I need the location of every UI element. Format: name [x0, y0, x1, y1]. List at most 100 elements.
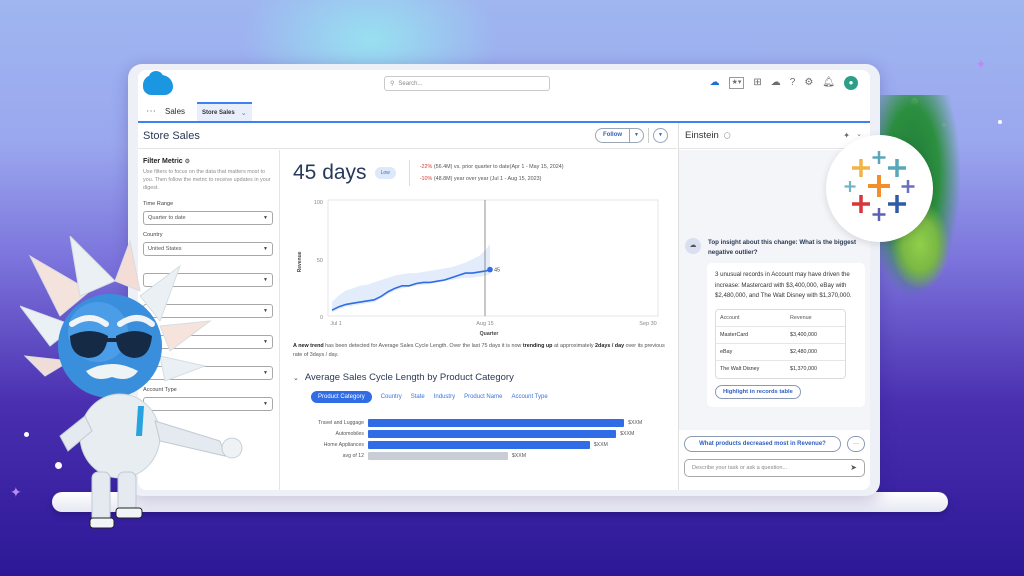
send-icon[interactable]: ➤: [850, 463, 857, 472]
bar-row[interactable]: avg of 12 $XXM: [342, 451, 527, 460]
einstein-footer: What products decreased most in Revenue?…: [679, 430, 870, 490]
insight-question: Top insight about this change: What is t…: [708, 239, 857, 256]
chevron-down-icon[interactable]: ⌄: [240, 109, 247, 117]
caret-down-icon: ▼: [263, 308, 268, 314]
info-icon[interactable]: ⚙: [184, 159, 191, 165]
delta-text: (56.4M) vs. prior quarter to date(Apr 1 …: [433, 164, 564, 170]
follow-button[interactable]: Follow: [596, 129, 631, 142]
filter-select[interactable]: ▼: [143, 273, 273, 287]
delta-percent: -10%: [419, 176, 433, 182]
sparkle-icon: ✦: [975, 56, 987, 72]
bar: [368, 440, 590, 449]
status-badge: Low: [374, 167, 396, 179]
salesforce-logo[interactable]: [143, 71, 173, 95]
tab-product-name[interactable]: Product Name: [464, 394, 503, 400]
trend-chart: 100 50 0 Revenue 45 Jul 1 Aug 15 Sep 30 …: [293, 196, 665, 337]
bar-row[interactable]: Automobiles $XXM: [335, 429, 635, 438]
country-select[interactable]: United States ▼: [143, 242, 273, 256]
table-row: eBay $2,480,000: [716, 344, 845, 361]
breakdown-header[interactable]: ⌄ Average Sales Cycle Length by Product …: [293, 372, 665, 383]
x-tick: Sep 30: [639, 321, 656, 327]
einstein-mascot: [18, 234, 250, 536]
einstein-header: Einstein ◯ ✦ ⌄: [679, 123, 870, 149]
global-header: ⚲ Search... ☁ ★▾ ⊞ ☁ ? ⚙ 🔔︎ ●: [138, 70, 870, 102]
app-launcher-icon[interactable]: ⋯: [146, 106, 156, 117]
divider: [648, 128, 649, 143]
bar: [368, 451, 508, 460]
user-avatar[interactable]: ●: [844, 76, 858, 90]
settings-icon[interactable]: ⚙: [804, 77, 814, 88]
follow-button-group: Follow ▼: [595, 128, 644, 143]
filter-panel: Filter Metric ⚙ Use filters to focus on …: [138, 150, 280, 490]
decorative-dot: [55, 462, 62, 469]
table-row: MasterCard $3,400,000: [716, 327, 845, 344]
highlight-records-button[interactable]: Highlight in records table: [715, 384, 801, 399]
einstein-title: Einstein: [685, 130, 719, 141]
caret-down-icon: ▼: [263, 277, 268, 283]
tab-industry[interactable]: Industry: [433, 394, 456, 400]
more-suggestions-button[interactable]: ···: [847, 436, 865, 452]
notifications-icon[interactable]: 🔔︎: [822, 77, 835, 88]
insight-answer: 3 unusual records in Account may have dr…: [715, 271, 852, 299]
x-axis-label: Quarter: [480, 331, 499, 336]
page-header: Store Sales Follow ▼ ▼: [138, 123, 677, 149]
tab-product-category[interactable]: Product Category: [311, 391, 372, 403]
bar-row[interactable]: Travel and Luggage $XXM: [318, 418, 643, 427]
tab-country[interactable]: Country: [380, 394, 402, 400]
caret-down-icon: ▼: [263, 339, 268, 345]
app-window: ⚲ Search... ☁ ★▾ ⊞ ☁ ? ⚙ 🔔︎ ● ⋯ Sales St…: [138, 70, 870, 490]
suggested-prompt-button[interactable]: What products decreased most in Revenue?: [684, 436, 841, 452]
einstein-icon[interactable]: ☁: [709, 77, 720, 88]
info-icon[interactable]: ◯: [723, 133, 731, 139]
laptop-frame: ⚲ Search... ☁ ★▾ ⊞ ☁ ? ⚙ 🔔︎ ● ⋯ Sales St…: [128, 64, 880, 496]
tableau-logo-icon: [844, 151, 915, 221]
tab-state[interactable]: State: [410, 394, 425, 400]
bar: [368, 429, 617, 438]
filter-title: Filter Metric ⚙: [143, 158, 191, 165]
table-row: The Walt Disney $1,370,000: [720, 366, 817, 372]
line-chart: 100 50 0 Revenue 45 Jul 1 Aug 15 Sep 30 …: [297, 199, 659, 337]
bar: [368, 418, 625, 427]
einstein-mascot-illustration: [18, 234, 243, 529]
filter-label: Country: [143, 232, 163, 238]
pin-icon[interactable]: ✦: [843, 131, 850, 140]
search-icon: ⚲: [390, 81, 395, 87]
favorites-icon[interactable]: ★▾: [728, 77, 745, 89]
caret-down-icon: ▼: [263, 215, 268, 221]
insight-answer-card: 3 unusual records in Account may have dr…: [707, 263, 865, 407]
chevron-down-icon[interactable]: ⌄: [293, 374, 299, 382]
app-navbar: ⋯ Sales Store Sales ⌄: [138, 102, 870, 123]
dimension-tabs: Product Category Country State Industry …: [311, 391, 665, 403]
tableau-logo: [826, 135, 933, 242]
x-tick: Jul 1: [330, 321, 342, 327]
insight-message: ☁ Top insight about this change: What is…: [685, 238, 865, 407]
einstein-avatar-icon: ☁: [685, 238, 701, 254]
app-name: Sales: [165, 107, 186, 116]
point-label: 45: [494, 268, 500, 274]
page-title: Store Sales: [143, 129, 200, 142]
kpi-deltas: -22% (56.4M) vs. prior quarter to date(A…: [420, 161, 564, 185]
einstein-conversation: ☁ Top insight about this change: What is…: [679, 150, 870, 430]
delta-text: (48.8M) year over year (Jul 1 - Aug 15, …: [433, 176, 542, 182]
delta-percent: -22%: [419, 164, 433, 170]
help-icon[interactable]: ?: [789, 77, 796, 88]
sparkle-icon: ✦: [10, 484, 22, 500]
einstein-chat-input[interactable]: Describe your task or ask a question... …: [684, 459, 865, 477]
kpi-row: 45 days Low -22% (56.4M) vs. prior quart…: [293, 150, 665, 196]
trend-summary: A new trend has been detected for Averag…: [293, 343, 665, 358]
tab-store-sales[interactable]: Store Sales ⌄: [197, 102, 252, 121]
decorative-dot: [24, 432, 29, 437]
follow-dropdown-icon[interactable]: ▼: [634, 132, 639, 138]
breakdown-bar-chart: Travel and Luggage $XXM Automobiles $XXM…: [293, 417, 665, 461]
chevron-down-icon[interactable]: ⌄: [856, 131, 862, 138]
time-range-select[interactable]: Quarter to date ▼: [143, 211, 273, 225]
caret-down-icon: ▼: [263, 370, 268, 376]
tab-account-type[interactable]: Account Type: [511, 394, 548, 400]
setup-assistant-icon[interactable]: ☁: [770, 77, 781, 88]
bar-row[interactable]: Home Appliances $XXM: [323, 440, 608, 449]
more-actions-button[interactable]: ▼: [653, 128, 668, 143]
einstein-panel: Einstein ◯ ✦ ⌄ ☁ Top insight about this …: [678, 123, 870, 490]
y-tick: 0: [320, 315, 323, 321]
add-icon[interactable]: ⊞: [753, 77, 762, 88]
search-input[interactable]: ⚲ Search...: [384, 76, 550, 91]
